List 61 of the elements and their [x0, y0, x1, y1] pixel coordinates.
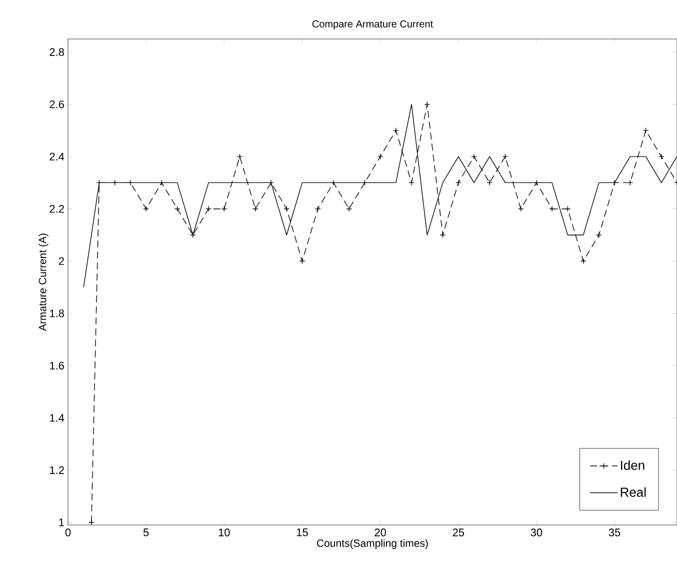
point	[158, 180, 165, 186]
y-tick-label: 2.8	[50, 48, 64, 56]
point	[252, 206, 258, 212]
x-axis-title: Counts(Sampling times)	[317, 539, 428, 549]
point	[221, 206, 228, 212]
point	[471, 154, 477, 160]
y-tick-label: 2.2	[50, 205, 64, 213]
point	[518, 206, 524, 212]
point	[627, 180, 634, 186]
y-tick-label: 2.6	[50, 100, 64, 108]
chart-title: Compare Armature Current	[312, 20, 433, 30]
point	[580, 258, 586, 264]
y-tick-label: 1.4	[50, 414, 64, 422]
x-tick-label: 5	[143, 528, 149, 536]
point	[642, 128, 649, 134]
point	[190, 232, 196, 238]
point	[596, 232, 602, 238]
point	[424, 101, 430, 108]
x-tick-label: 15	[296, 528, 308, 536]
point	[502, 154, 508, 160]
point	[564, 206, 571, 212]
x-tick-label: 35	[608, 528, 620, 536]
point	[362, 180, 368, 186]
point	[299, 258, 306, 264]
point	[377, 154, 384, 160]
point	[284, 206, 290, 212]
point	[658, 154, 664, 160]
point	[534, 180, 540, 186]
point	[346, 206, 352, 212]
x-tick-label: 0	[65, 528, 71, 536]
point	[408, 180, 414, 186]
point	[612, 180, 618, 186]
point	[455, 180, 462, 186]
y-tick-label: 1.6	[50, 362, 64, 370]
point	[236, 154, 243, 160]
point	[88, 519, 94, 526]
point	[314, 206, 321, 212]
y-tick-label: 2	[58, 257, 64, 265]
point	[128, 180, 134, 186]
x-tick-label: 10	[218, 528, 230, 536]
point	[268, 180, 274, 186]
legend-label: Real	[620, 487, 646, 497]
point	[392, 128, 399, 134]
y-axis-title: Armature Current (A)	[38, 234, 48, 331]
y-tick-label: 1.8	[50, 309, 64, 318]
point	[112, 180, 118, 186]
y-tick-label: 1.2	[50, 466, 64, 474]
point	[143, 206, 150, 212]
x-tick-label: 30	[530, 528, 542, 536]
point	[206, 206, 212, 212]
legend-label: Iden	[621, 460, 644, 470]
point	[549, 206, 556, 212]
point	[330, 180, 336, 186]
x-tick-label: 25	[452, 528, 464, 536]
point	[96, 180, 102, 186]
point	[486, 180, 493, 186]
point	[440, 232, 446, 238]
y-tick-label: 2.4	[50, 152, 64, 160]
x-tick-label: 20	[374, 528, 386, 536]
point	[174, 206, 180, 212]
y-tick-label: 1	[59, 518, 64, 526]
